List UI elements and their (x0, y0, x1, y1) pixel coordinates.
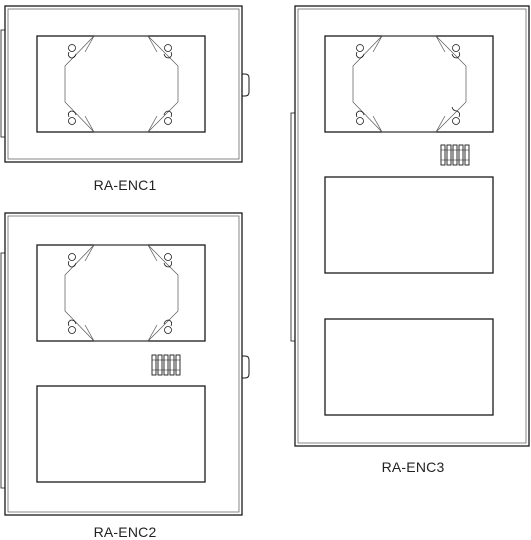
hinge-strip (0, 252, 6, 489)
latch (242, 355, 250, 379)
mounting-holes (355, 44, 461, 125)
blank-panel-upper (324, 176, 494, 274)
enclosure-enc3 (290, 5, 530, 447)
hinge-strip (0, 29, 6, 138)
caption-enc3: RA-ENC3 (381, 459, 445, 475)
mounting-plate (352, 35, 467, 133)
enclosure-inner-frame (7, 215, 240, 513)
enclosure-enc2 (0, 212, 250, 516)
mounting-plate (64, 244, 179, 342)
enclosure-outer-frame (294, 5, 530, 447)
terminal-blocks (440, 144, 470, 166)
enclosure-enc1 (0, 5, 250, 163)
terminal-blocks (151, 354, 181, 376)
module-window (36, 35, 206, 133)
enclosure-outer-frame (4, 5, 243, 163)
module-window (324, 35, 494, 133)
enclosure-inner-frame (297, 8, 527, 444)
blank-panel-lower (324, 318, 494, 416)
caption-enc1: RA-ENC1 (93, 177, 157, 193)
enclosure-outer-frame (4, 212, 243, 516)
module-window (36, 244, 206, 342)
blank-panel (36, 385, 206, 483)
caption-enc2: RA-ENC2 (93, 524, 157, 540)
enclosure-inner-frame (7, 8, 240, 160)
mounting-holes (67, 253, 173, 334)
hinge-strip (290, 112, 296, 342)
mounting-holes (67, 44, 173, 125)
latch (242, 73, 250, 97)
mounting-plate (64, 35, 179, 133)
